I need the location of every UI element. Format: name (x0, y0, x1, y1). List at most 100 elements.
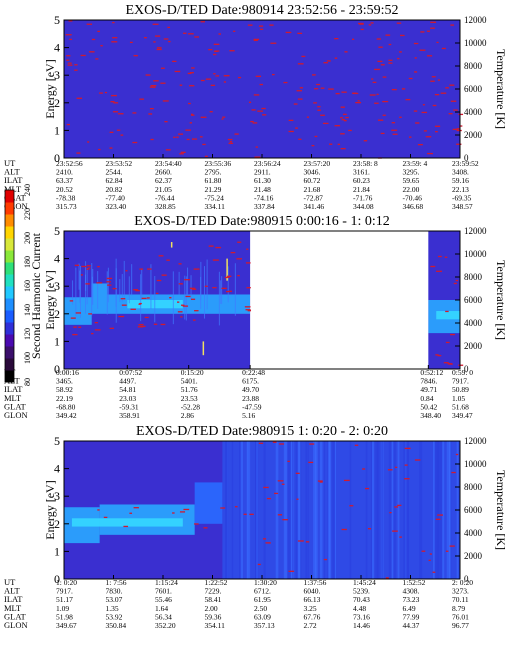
table-cell: 60.72 (304, 176, 321, 185)
table-cell: 23.03 (119, 394, 136, 403)
temperature-point (177, 311, 183, 313)
temperature-point (85, 283, 90, 285)
temperature-point (459, 125, 463, 127)
temperature-point (148, 113, 153, 115)
intensity-streak (220, 280, 222, 304)
temperature-point (132, 141, 138, 144)
colorbar-tick-label: 100 (23, 352, 32, 364)
temperature-point (374, 102, 379, 104)
intensity-streak (256, 441, 258, 579)
temperature-point (212, 287, 217, 289)
temperature-point (213, 53, 217, 56)
temperature-point (123, 525, 129, 528)
temperature-point (295, 472, 300, 474)
table-cell: -52.28 (181, 402, 201, 411)
table-cell: -69.35 (452, 193, 472, 202)
temperature-point (169, 297, 172, 299)
temperature-point (86, 265, 91, 267)
intensity-streak (184, 275, 186, 320)
temperature-point (453, 282, 457, 285)
temperature-point (160, 67, 165, 69)
colorbar-segment (5, 190, 14, 203)
colorbar-label: Second Harmonic Current (29, 232, 43, 359)
y2-tick-label: 12000 (464, 15, 487, 25)
intensity-streak (314, 441, 318, 579)
table-cell: 3273. (452, 587, 469, 596)
temperature-point (301, 55, 306, 58)
table-cell: 1: 7:56 (106, 578, 127, 587)
intensity-streak (106, 271, 108, 315)
y2-tick-label: 8000 (464, 482, 483, 492)
temperature-point (168, 40, 171, 43)
intensity-streak (375, 441, 379, 579)
temperature-point (213, 50, 218, 53)
temperature-point (182, 305, 189, 307)
temperature-point (425, 136, 432, 138)
table-cell: 2410. (56, 168, 73, 177)
temperature-point (204, 285, 208, 287)
y2-tick-label: 8000 (464, 272, 483, 282)
temperature-point (399, 34, 405, 37)
temperature-point (179, 84, 183, 86)
energy-band-3 (194, 482, 223, 524)
temperature-point (88, 51, 95, 53)
temperature-point (341, 119, 345, 121)
temperature-point (371, 78, 374, 80)
temperature-point (449, 84, 455, 86)
temperature-point (258, 25, 264, 27)
table-cell: 23:55:36 (205, 159, 232, 168)
temperature-point (435, 354, 439, 356)
temperature-point (66, 59, 70, 61)
chart-panel-2: EXOS-D/TED Date:980915 0:00:16 - 1: 0:12… (4, 214, 505, 420)
temperature-point (430, 27, 435, 29)
intensity-streak (393, 441, 396, 579)
intensity-streak (287, 441, 291, 579)
temperature-point (97, 509, 100, 511)
y2-axis-label: Temperature [K] (494, 470, 505, 550)
temperature-point (455, 279, 459, 282)
temperature-point (360, 28, 364, 31)
temperature-point (299, 87, 304, 89)
table-cell: 51.76 (181, 385, 198, 394)
temperature-point (164, 121, 168, 123)
table-cell: 62.37 (155, 176, 172, 185)
temperature-point (251, 109, 256, 111)
table-cell: 59.16 (452, 176, 469, 185)
table-cell: 50.89 (452, 385, 469, 394)
temperature-point (401, 88, 406, 90)
table-cell: 346.68 (403, 202, 424, 211)
intensity-streak (296, 441, 299, 579)
y-tick-label: 3 (54, 489, 60, 503)
intensity-streak (78, 263, 80, 290)
row-label-ut: UT (4, 158, 16, 168)
temperature-point (270, 42, 277, 44)
temperature-point (183, 32, 187, 34)
temperature-point (392, 133, 398, 135)
temperature-point (266, 497, 271, 500)
temperature-point (263, 486, 269, 489)
temperature-point (193, 319, 196, 321)
table-cell: 2.00 (205, 604, 218, 613)
temperature-point (368, 24, 372, 26)
temperature-point (431, 76, 436, 78)
intensity-streak (240, 441, 243, 579)
intensity-streak (407, 441, 409, 579)
intensity-streak (123, 260, 125, 299)
intensity-streak (200, 276, 202, 309)
table-cell: 7830. (106, 587, 123, 596)
table-cell: -59.31 (119, 402, 139, 411)
temperature-point (376, 93, 379, 95)
chart-title: EXOS-D/TED Date:980915 0:00:16 - 1: 0:12 (134, 214, 389, 229)
temperature-point (78, 326, 82, 328)
table-cell: 23:56:24 (254, 159, 281, 168)
temperature-point (166, 259, 170, 261)
table-cell: 357.13 (254, 621, 275, 630)
temperature-point (404, 464, 408, 466)
temperature-point (340, 148, 346, 150)
temperature-point (345, 116, 349, 119)
temperature-point (116, 129, 121, 131)
table-cell: 4497. (119, 377, 136, 386)
intensity-streak (305, 441, 308, 579)
table-cell: 7229. (205, 587, 222, 596)
temperature-point (161, 274, 167, 276)
